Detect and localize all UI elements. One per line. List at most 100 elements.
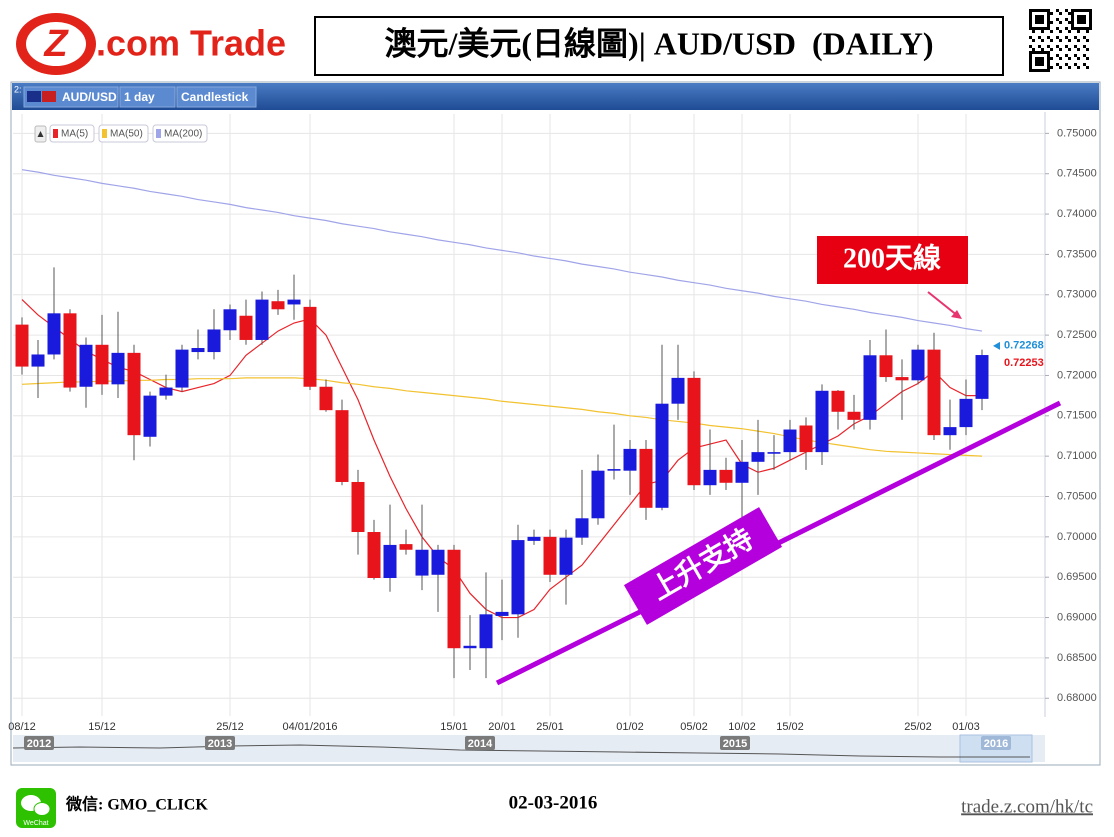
candle-body (95, 344, 109, 385)
qr-cell (1047, 18, 1050, 21)
candle-body (159, 387, 173, 396)
year-box (205, 736, 235, 750)
qr-code (1028, 8, 1092, 72)
candle-body (319, 386, 333, 411)
qr-cell (1035, 51, 1038, 54)
qr-cell (1035, 9, 1038, 12)
ma-line (21, 169, 983, 332)
x-tick-label: 15/02 (776, 721, 804, 733)
candle-body (975, 355, 989, 399)
url[interactable]: trade.z.com/hk/tc (961, 796, 1093, 817)
candle-body (79, 344, 93, 387)
qr-cell (1071, 18, 1074, 21)
year-box (981, 736, 1011, 750)
candle-body (255, 299, 269, 340)
qr-cell (1086, 30, 1089, 33)
logo-ring (26, 22, 86, 66)
logo-mark: Z (43, 23, 69, 65)
y-tick-label: 0.73500 (1057, 248, 1097, 260)
x-tick-label: 25/01 (536, 721, 564, 733)
last-price-label: 0.72268 (1004, 340, 1044, 352)
qr-cell (1050, 21, 1053, 24)
qr-cell (1038, 57, 1041, 60)
qr-cell (1029, 15, 1032, 18)
candle-body (831, 390, 845, 412)
qr-cell (1041, 69, 1044, 72)
year-label: 2016 (984, 738, 1008, 750)
candle-body (271, 301, 285, 310)
flag-us (42, 91, 56, 102)
qr-cell (1041, 63, 1044, 66)
qr-cell (1065, 36, 1068, 39)
style-button[interactable] (176, 86, 257, 108)
qr-cell (1083, 18, 1086, 21)
qr-cell (1065, 63, 1068, 66)
qr-cell (1065, 54, 1068, 57)
qr-cell (1077, 21, 1080, 24)
qr-cell (1047, 24, 1050, 27)
qr-cell (1077, 39, 1080, 42)
qr-cell (1029, 63, 1032, 66)
candle-body (687, 377, 701, 486)
title-box (314, 16, 1004, 76)
qr-cell (1041, 21, 1044, 24)
candle-body (815, 390, 829, 453)
qr-cell (1071, 24, 1074, 27)
qr-cell (1056, 18, 1059, 21)
qr-cell (1029, 18, 1032, 21)
support-annotation-box (623, 507, 783, 625)
qr-cell (1047, 36, 1050, 39)
legend-label: MA(5) (61, 129, 88, 140)
year-box (465, 736, 495, 750)
qr-cell (1089, 15, 1092, 18)
qr-cell (1074, 9, 1077, 12)
qr-cell (1035, 18, 1038, 21)
qr-cell (1029, 60, 1032, 63)
legend-toggle-icon (37, 131, 44, 137)
candle-body (751, 452, 765, 462)
y-tick-label: 0.69500 (1057, 571, 1097, 583)
qr-cell (1029, 66, 1032, 69)
qr-cell (1038, 21, 1041, 24)
qr-cell (1044, 51, 1047, 54)
qr-cell (1083, 21, 1086, 24)
qr-cell (1068, 12, 1071, 15)
qr-cell (1050, 39, 1053, 42)
qr-cell (1032, 30, 1035, 33)
qr-cell (1059, 66, 1062, 69)
interval-button[interactable] (119, 86, 176, 108)
candle-body (943, 427, 957, 436)
year-box (720, 736, 750, 750)
candle-body (799, 425, 813, 453)
candle-body (911, 349, 925, 381)
candle-body (431, 549, 445, 575)
qr-cell (1029, 69, 1032, 72)
qr-cell (1083, 15, 1086, 18)
qr-cell (1038, 27, 1041, 30)
candle-body (895, 377, 909, 381)
candle-body (735, 461, 749, 483)
qr-cell (1068, 66, 1071, 69)
qr-cell (1077, 66, 1080, 69)
legend-swatch (156, 129, 161, 138)
qr-cell (1086, 48, 1089, 51)
x-tick-label: 15/01 (440, 721, 468, 733)
qr-cell (1041, 39, 1044, 42)
qr-cell (1071, 21, 1074, 24)
candle-body (543, 536, 557, 575)
qr-cell (1074, 63, 1077, 66)
qr-cell (1068, 30, 1071, 33)
ma200-annotation: 200天線 (843, 241, 941, 274)
qr-cell (1047, 54, 1050, 57)
qr-cell (1086, 39, 1089, 42)
candle-body (575, 518, 589, 538)
qr-cell (1056, 63, 1059, 66)
qr-cell (1086, 66, 1089, 69)
year-label: 2014 (468, 738, 493, 750)
candle-body (591, 470, 605, 519)
logo-text: .com Trade (96, 23, 286, 64)
qr-cell (1038, 36, 1041, 39)
qr-cell (1029, 45, 1032, 48)
y-tick-label: 0.72500 (1057, 329, 1097, 341)
last-price-label: 0.72253 (1004, 357, 1044, 369)
